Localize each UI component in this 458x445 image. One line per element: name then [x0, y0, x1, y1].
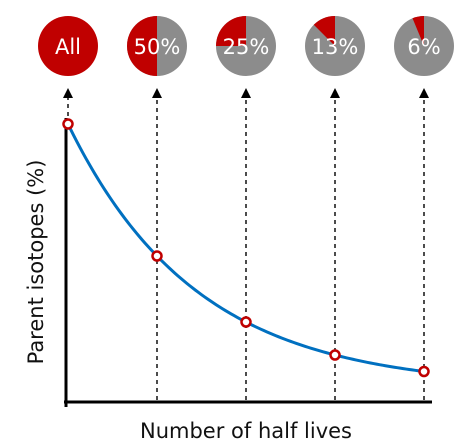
- pie-chart: 13%: [305, 16, 365, 76]
- pie-chart: All: [38, 16, 98, 76]
- dashed-arrows: [63, 88, 429, 400]
- axes: [64, 118, 432, 407]
- data-point: [329, 349, 341, 361]
- data-point: [418, 365, 430, 378]
- pie-label: 13%: [312, 35, 359, 59]
- arrow-head: [241, 88, 251, 98]
- arrow-head: [63, 88, 73, 98]
- y-axis-label: Parent isotopes (%): [24, 160, 48, 365]
- pie-chart: 50%: [127, 16, 187, 76]
- arrow-head: [419, 88, 429, 98]
- data-markers: [62, 118, 430, 378]
- pie-slice-parent: [313, 16, 335, 46]
- data-point: [62, 118, 74, 130]
- pie-slice-parent: [38, 16, 98, 76]
- data-point: [240, 316, 252, 328]
- pie-chart: 25%: [216, 16, 276, 76]
- pie-slice-parent: [412, 16, 424, 46]
- data-point: [151, 250, 163, 262]
- x-axis-label: Number of half lives: [140, 419, 352, 443]
- pie-label: 25%: [223, 35, 270, 59]
- pie-slice-parent: [127, 16, 157, 76]
- pie-slice-parent: [216, 16, 246, 46]
- pie-chart: 6%: [394, 16, 454, 76]
- pie-label: 50%: [134, 35, 181, 59]
- pie-label: 6%: [407, 35, 440, 59]
- arrow-head: [330, 88, 340, 98]
- pie-row: All 50% 25% 13% 6%: [38, 16, 454, 76]
- pie-label: All: [55, 35, 81, 59]
- arrow-head: [152, 88, 162, 98]
